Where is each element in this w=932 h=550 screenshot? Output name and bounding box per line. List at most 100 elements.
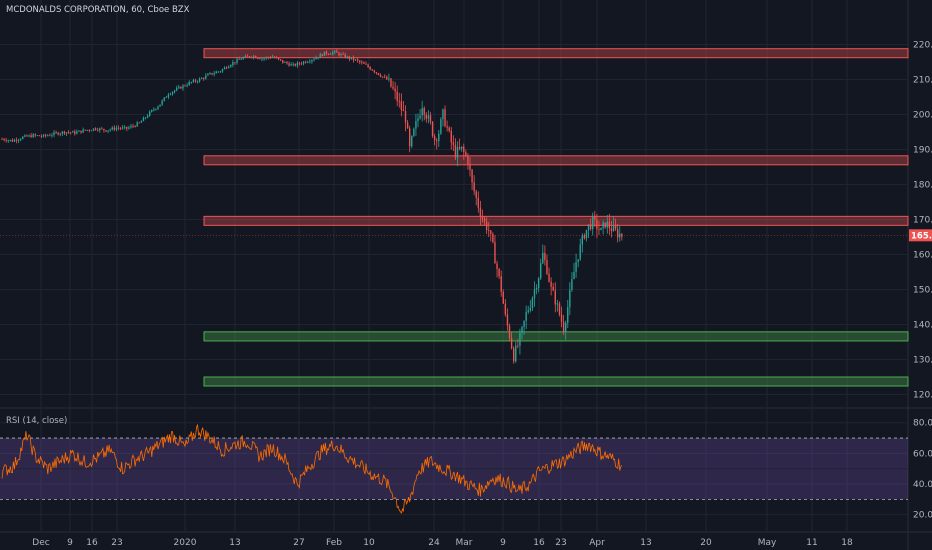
candle-body xyxy=(3,139,5,141)
axes: 220.00 210.00 200.00 190.00 180.00 170.00 160.… xyxy=(32,41,932,548)
candle-body xyxy=(592,215,594,229)
candle-body xyxy=(452,142,455,145)
candle-body xyxy=(396,91,398,101)
candle-body xyxy=(105,130,107,132)
candle-body xyxy=(277,57,280,60)
candle-body xyxy=(329,53,332,55)
time-tick-label: 23 xyxy=(555,538,566,548)
candle-body xyxy=(107,130,109,132)
candle-body xyxy=(280,59,282,61)
candle-body xyxy=(379,74,382,77)
candle-body xyxy=(317,57,319,59)
candle-body xyxy=(90,130,93,132)
candle-body xyxy=(184,85,186,87)
candle-body xyxy=(259,58,261,60)
last-price-badge xyxy=(909,229,932,242)
candle-body xyxy=(471,169,473,183)
candle-body xyxy=(282,60,284,63)
time-tick-label: 27 xyxy=(293,538,304,548)
candle-body xyxy=(490,230,492,234)
time-tick-label: May xyxy=(758,538,777,548)
candle-body xyxy=(188,82,190,86)
time-tick-label: 11 xyxy=(806,538,817,548)
candle-body xyxy=(425,114,428,119)
candle-body xyxy=(510,337,513,349)
candle-body xyxy=(423,108,425,115)
candle-body xyxy=(508,325,511,338)
candle-body xyxy=(415,121,417,129)
candle-body xyxy=(311,59,313,62)
candle-body xyxy=(1,139,3,140)
candle-body xyxy=(255,56,257,59)
candle-body xyxy=(55,132,57,134)
candle-body xyxy=(194,80,197,82)
candle-body xyxy=(63,131,66,134)
candle-body xyxy=(24,135,26,137)
candle-body xyxy=(361,62,363,63)
candle-body xyxy=(151,109,153,112)
candle-body xyxy=(537,278,540,289)
candle-body xyxy=(365,63,367,65)
candle-body xyxy=(82,129,84,133)
candle-body xyxy=(554,290,556,305)
candle-body xyxy=(319,54,321,58)
horizontal-zones xyxy=(203,48,909,387)
candle-body xyxy=(165,96,168,98)
candle-body xyxy=(300,63,303,65)
candle-body xyxy=(190,82,192,83)
rsi-tick-label: 60.00 xyxy=(913,449,932,459)
candle-body xyxy=(140,121,143,123)
candle-body xyxy=(265,57,267,59)
candle-body xyxy=(598,229,600,231)
candle-body xyxy=(223,67,226,70)
candle-body xyxy=(558,303,561,315)
candle-body xyxy=(456,147,459,158)
candle-body xyxy=(246,55,249,57)
candle-body xyxy=(40,136,43,137)
candle-body xyxy=(332,52,334,54)
chart-title: MCDONALDS CORPORATION, 60, Cboe BZX xyxy=(6,5,190,15)
candle-body xyxy=(228,66,230,69)
candle-body xyxy=(173,90,176,92)
candle-body xyxy=(69,132,72,134)
candle-body xyxy=(386,77,388,80)
price-tick-label: 180.00 xyxy=(913,181,932,191)
candle-body xyxy=(417,118,419,122)
candle-body xyxy=(65,132,68,134)
candle-body xyxy=(512,348,515,362)
candle-body xyxy=(136,122,138,127)
candle-body xyxy=(238,59,240,60)
candle-body xyxy=(429,115,432,123)
time-tick-label: 24 xyxy=(428,538,440,548)
candle-body xyxy=(504,303,507,315)
candle-body xyxy=(442,109,444,120)
candle-body xyxy=(59,133,61,135)
candle-body xyxy=(433,136,436,141)
candle-body xyxy=(138,122,140,124)
candle-body xyxy=(47,135,49,137)
candle-body xyxy=(408,128,411,147)
candle-body xyxy=(506,314,509,326)
candle-body xyxy=(616,229,619,238)
candle-body xyxy=(359,60,361,63)
candle-body xyxy=(390,78,392,87)
candle-body xyxy=(273,56,276,58)
candle-body xyxy=(96,129,99,131)
time-tick-label: 16 xyxy=(533,538,545,548)
candle-body xyxy=(356,59,359,61)
candle-body xyxy=(606,221,608,228)
candle-body xyxy=(269,57,272,59)
candle-body xyxy=(481,216,484,219)
candle-body xyxy=(535,288,538,290)
candle-body xyxy=(548,273,550,282)
candle-body xyxy=(406,122,409,129)
candle-body xyxy=(325,51,328,54)
candle-body xyxy=(569,289,571,308)
candle-body xyxy=(207,74,209,76)
candle-body xyxy=(9,139,12,141)
candle-body xyxy=(367,64,369,67)
candle-body xyxy=(163,97,165,101)
candle-body xyxy=(579,244,581,260)
candle-body xyxy=(67,132,70,134)
